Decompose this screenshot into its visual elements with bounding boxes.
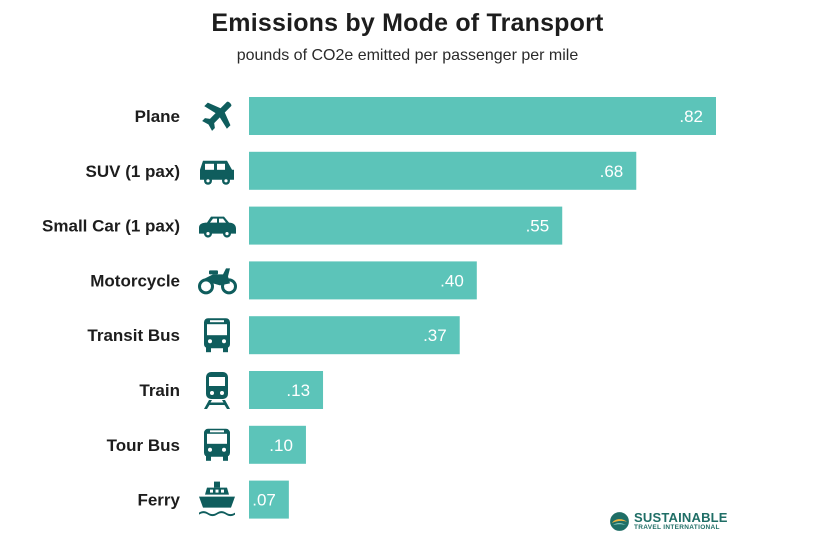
category-label-tour-bus: Tour Bus	[107, 436, 180, 455]
bar-small-car-1-pax	[249, 206, 563, 245]
value-label-tour-bus: .10	[269, 436, 293, 455]
small-car-icon	[199, 216, 236, 238]
motorcycle-icon	[198, 268, 237, 295]
plane-icon	[202, 101, 232, 131]
chart-subtitle: pounds of CO2e emitted per passenger per…	[236, 47, 579, 64]
category-label-motorcycle: Motorcycle	[90, 271, 180, 290]
value-label-motorcycle: .40	[440, 271, 464, 290]
tour-bus-icon	[204, 428, 230, 461]
category-label-small-car-1-pax: Small Car (1 pax)	[42, 217, 180, 236]
transit-bus-icon	[204, 318, 230, 353]
chart-title: Emissions by Mode of Transport	[211, 9, 604, 37]
value-label-transit-bus: .37	[423, 326, 447, 345]
value-label-ferry: .07	[252, 491, 276, 510]
bar-train	[249, 371, 324, 409]
logo-text-primary: SUSTAINABLE	[634, 509, 728, 525]
bar-tour-bus	[249, 425, 306, 464]
bar-plane	[249, 97, 716, 135]
logo-text-secondary: TRAVEL INTERNATIONAL	[634, 523, 720, 531]
category-label-plane: Plane	[135, 107, 180, 126]
value-label-train: .13	[286, 381, 310, 400]
value-label-small-car-1-pax: .55	[526, 217, 550, 236]
category-label-ferry: Ferry	[137, 491, 180, 510]
category-label-suv-1-pax: SUV (1 pax)	[86, 162, 180, 181]
value-label-plane: .82	[679, 107, 703, 126]
train-icon	[204, 372, 230, 409]
bar-ferry	[249, 480, 289, 519]
bar-suv-1-pax	[249, 151, 637, 190]
category-label-train: Train	[139, 381, 180, 400]
category-label-transit-bus: Transit Bus	[87, 326, 180, 345]
value-label-suv-1-pax: .68	[600, 162, 624, 181]
bar-transit-bus	[249, 316, 460, 355]
suv-icon	[200, 160, 234, 185]
bar-motorcycle	[249, 261, 477, 300]
ferry-icon	[199, 481, 235, 517]
globe-logo-icon	[609, 510, 630, 532]
sustainable-travel-logo: SUSTAINABLE TRAVEL INTERNATIONAL	[609, 509, 728, 533]
